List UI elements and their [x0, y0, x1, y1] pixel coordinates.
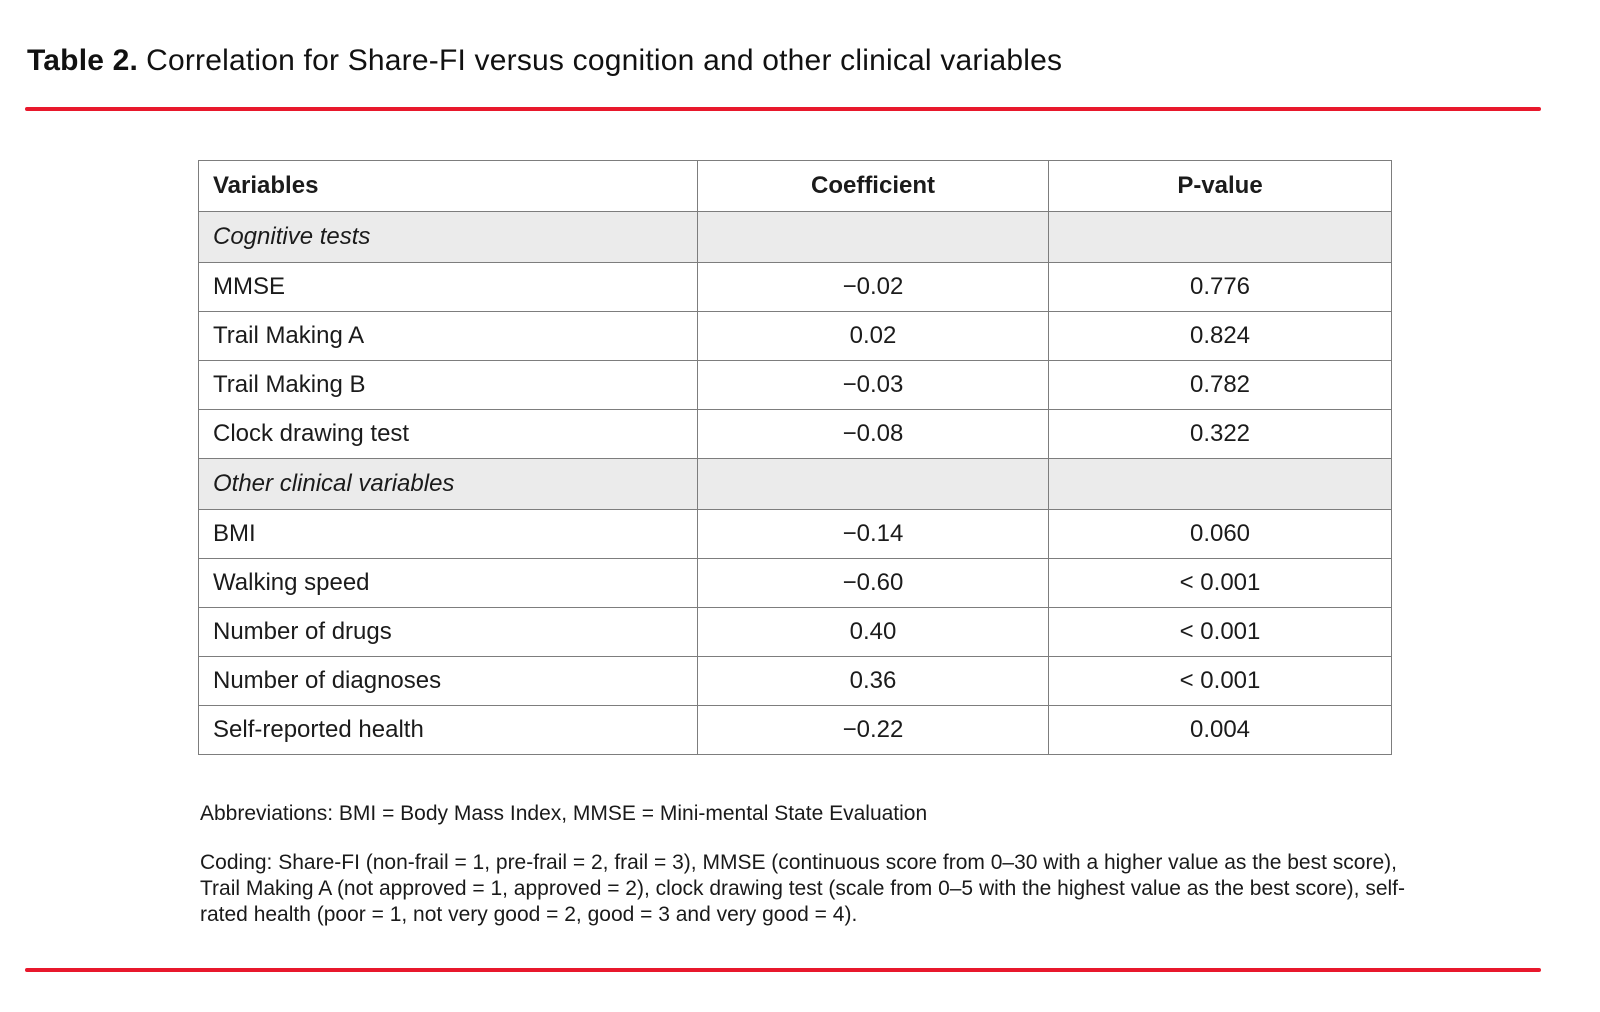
table-row: Number of diagnoses 0.36 < 0.001	[198, 656, 1392, 706]
p-value-cell: 0.776	[1048, 262, 1392, 312]
variable-cell: Self-reported health	[198, 705, 698, 755]
bottom-red-rule	[25, 968, 1541, 972]
empty-cell	[697, 458, 1049, 510]
p-value-cell: 0.060	[1048, 509, 1392, 559]
coefficient-cell: −0.02	[697, 262, 1049, 312]
header-coefficient: Coefficient	[697, 160, 1049, 212]
section-label: Cognitive tests	[198, 211, 698, 263]
table-row: BMI −0.14 0.060	[198, 509, 1392, 559]
variable-cell: Number of drugs	[198, 607, 698, 657]
variable-cell: Walking speed	[198, 558, 698, 608]
p-value-cell: 0.824	[1048, 311, 1392, 361]
coefficient-cell: −0.60	[697, 558, 1049, 608]
p-value-cell: < 0.001	[1048, 656, 1392, 706]
empty-cell	[1048, 211, 1392, 263]
table-title-label: Table 2.	[27, 44, 139, 77]
section-label: Other clinical variables	[198, 458, 698, 510]
coefficient-cell: 0.02	[697, 311, 1049, 361]
table-row: Number of drugs 0.40 < 0.001	[198, 607, 1392, 657]
coefficient-cell: −0.03	[697, 360, 1049, 410]
header-variables: Variables	[198, 160, 698, 212]
p-value-cell: 0.782	[1048, 360, 1392, 410]
variable-cell: Clock drawing test	[198, 409, 698, 459]
empty-cell	[1048, 458, 1392, 510]
header-p-value: P-value	[1048, 160, 1392, 212]
table-row: Self-reported health −0.22 0.004	[198, 705, 1392, 755]
p-value-cell: 0.322	[1048, 409, 1392, 459]
table-title: Table 2. Correlation for Share-FI versus …	[27, 44, 1062, 78]
coefficient-cell: 0.40	[697, 607, 1049, 657]
coefficient-cell: −0.14	[697, 509, 1049, 559]
table-body: Cognitive tests MMSE −0.02 0.776 Trail Makin…	[198, 211, 1392, 755]
variable-cell: BMI	[198, 509, 698, 559]
section-row: Cognitive tests	[198, 211, 1392, 263]
table-row: Trail Making A 0.02 0.824	[198, 311, 1392, 361]
empty-cell	[697, 211, 1049, 263]
table-row: MMSE −0.02 0.776	[198, 262, 1392, 312]
section-row: Other clinical variables	[198, 458, 1392, 510]
p-value-cell: 0.004	[1048, 705, 1392, 755]
variable-cell: Trail Making B	[198, 360, 698, 410]
p-value-cell: < 0.001	[1048, 607, 1392, 657]
table-row: Walking speed −0.60 < 0.001	[198, 558, 1392, 608]
p-value-cell: < 0.001	[1048, 558, 1392, 608]
coefficient-cell: −0.08	[697, 409, 1049, 459]
variable-cell: Trail Making A	[198, 311, 698, 361]
table-row: Trail Making B −0.03 0.782	[198, 360, 1392, 410]
table-title-text: Correlation for Share-FI versus cognitio…	[146, 44, 1063, 77]
top-red-rule	[25, 107, 1541, 111]
abbreviations-note: Abbreviations: BMI = Body Mass Index, MM…	[200, 802, 928, 825]
table-row: Clock drawing test −0.08 0.322	[198, 409, 1392, 459]
coefficient-cell: −0.22	[697, 705, 1049, 755]
variable-cell: MMSE	[198, 262, 698, 312]
correlation-table: Variables Coefficient P-value Cognitive …	[198, 160, 1392, 755]
table-header-row: Variables Coefficient P-value	[198, 160, 1392, 212]
variable-cell: Number of diagnoses	[198, 656, 698, 706]
coefficient-cell: 0.36	[697, 656, 1049, 706]
coding-note: Coding: Share-FI (non-frail = 1, pre-fra…	[200, 851, 1405, 926]
